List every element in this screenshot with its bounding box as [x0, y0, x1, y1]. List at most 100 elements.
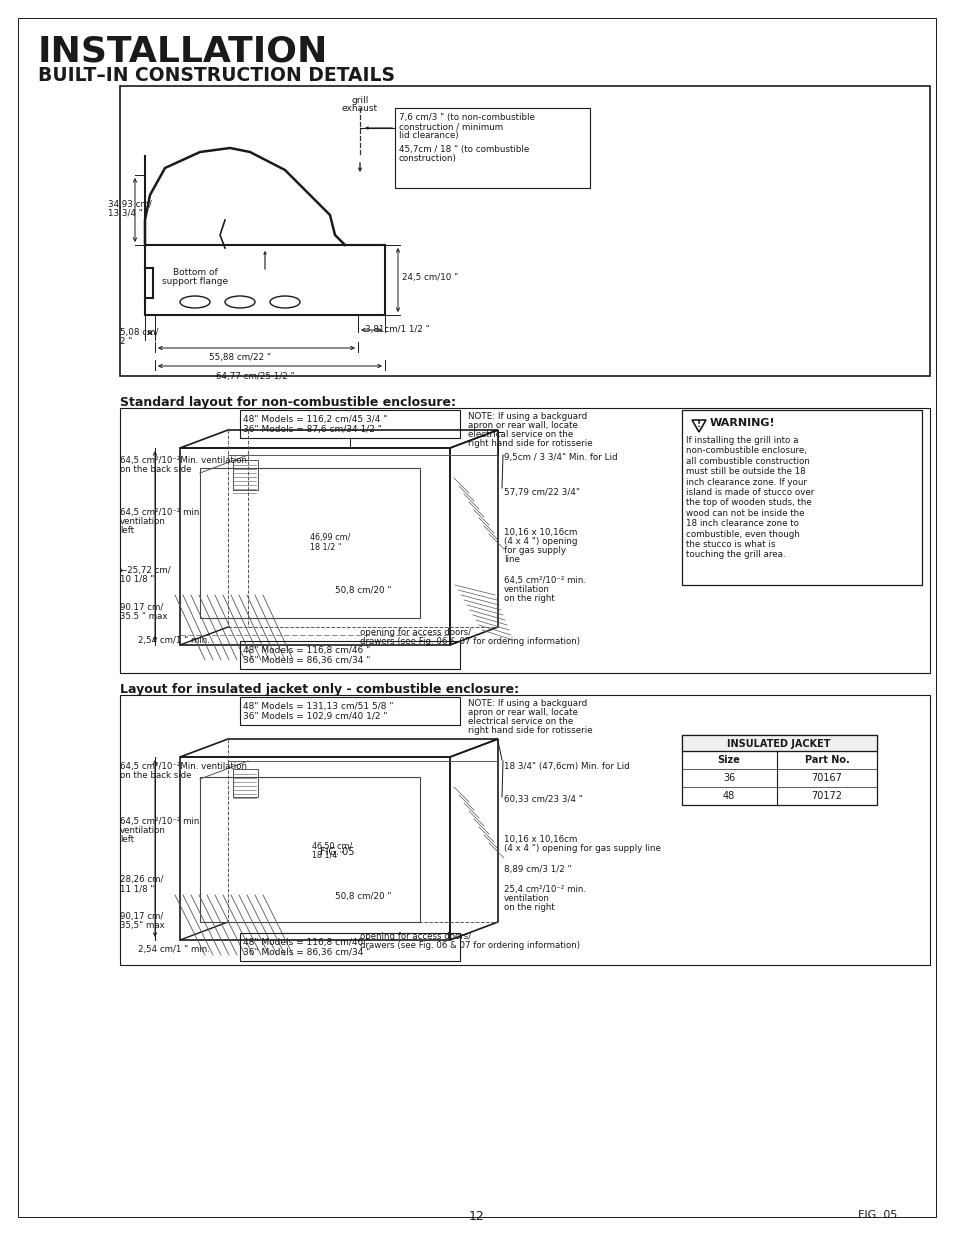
Text: 46,50 cm/: 46,50 cm/: [312, 842, 352, 851]
Text: INSULATED JACKET: INSULATED JACKET: [726, 739, 830, 748]
Text: 60,33 cm/23 3/4 ": 60,33 cm/23 3/4 ": [503, 795, 582, 804]
Text: (4 x 4 ") opening: (4 x 4 ") opening: [503, 537, 577, 546]
Text: lid clearance): lid clearance): [398, 131, 458, 140]
Text: Size: Size: [717, 755, 740, 764]
Bar: [681, 410, 921, 585]
Text: 34,93 cm/: 34,93 cm/: [108, 200, 152, 209]
Text: 18 1/4 ": 18 1/4 ": [312, 851, 343, 860]
Text: 18 3/4" (47,6cm) Min. for Lid: 18 3/4" (47,6cm) Min. for Lid: [503, 762, 629, 771]
Text: 48" Models = 131,13 cm/51 5/8 ": 48" Models = 131,13 cm/51 5/8 ": [243, 701, 393, 711]
Text: 13 3/4 ": 13 3/4 ": [108, 209, 143, 219]
Text: 18 1/2 ": 18 1/2 ": [310, 542, 341, 551]
Text: 46,99 cm/: 46,99 cm/: [310, 534, 350, 542]
Text: apron or rear wall, locate: apron or rear wall, locate: [468, 421, 578, 430]
Text: (4 x 4 ") opening for gas supply line: (4 x 4 ") opening for gas supply line: [503, 844, 660, 853]
Text: drawers (see Fig. 06 & 07 for ordering information): drawers (see Fig. 06 & 07 for ordering i…: [359, 941, 579, 950]
Text: ventilation: ventilation: [503, 585, 549, 594]
Text: 3,81cm/1 1/2 ": 3,81cm/1 1/2 ": [365, 325, 429, 333]
Text: 2 ": 2 ": [120, 337, 132, 346]
Bar: [681, 735, 876, 805]
Bar: [200, 468, 419, 618]
Text: BUILT–IN CONSTRUCTION DETAILS: BUILT–IN CONSTRUCTION DETAILS: [38, 65, 395, 85]
Bar: [395, 107, 589, 188]
Text: ←25,72 cm/: ←25,72 cm/: [120, 566, 171, 576]
Bar: [120, 86, 929, 375]
Text: 64,5 cm²/10⁻² min: 64,5 cm²/10⁻² min: [120, 508, 199, 517]
Bar: [120, 695, 929, 965]
Bar: [180, 757, 450, 940]
Text: on the back side: on the back side: [120, 771, 192, 781]
Text: 64,77 cm/25 1/2 ": 64,77 cm/25 1/2 ": [215, 372, 294, 382]
Text: exhaust: exhaust: [341, 104, 377, 112]
Text: 36" Models = 102,9 cm/40 1/2 ": 36" Models = 102,9 cm/40 1/2 ": [243, 713, 387, 721]
Text: 10,16 x 10,16cm: 10,16 x 10,16cm: [503, 529, 577, 537]
Text: 5,08 cm/: 5,08 cm/: [120, 329, 158, 337]
Text: 64,5 cm²/10⁻² min: 64,5 cm²/10⁻² min: [120, 818, 199, 826]
Text: 12: 12: [469, 1210, 484, 1223]
Text: ventilation: ventilation: [120, 826, 166, 835]
Text: 10 1/8 ": 10 1/8 ": [120, 576, 154, 584]
Text: 64,5 cm²/10⁻² min.: 64,5 cm²/10⁻² min.: [503, 576, 585, 585]
Text: Bottom of: Bottom of: [172, 268, 217, 277]
Text: INSTALLATION: INSTALLATION: [38, 35, 328, 68]
Text: 48" Models = 116,8 cm/46 ": 48" Models = 116,8 cm/46 ": [243, 939, 370, 947]
Bar: [120, 408, 929, 673]
Text: !: !: [697, 420, 700, 429]
Text: grill: grill: [351, 96, 368, 105]
Text: 64,5 cm²/10⁻²Min. ventilation: 64,5 cm²/10⁻²Min. ventilation: [120, 762, 247, 771]
Text: right hand side for rotisserie: right hand side for rotisserie: [468, 438, 592, 448]
Text: 48" Models = 116,2 cm/45 3/4 ": 48" Models = 116,2 cm/45 3/4 ": [243, 415, 387, 424]
Text: 35,5" max: 35,5" max: [120, 921, 165, 930]
Text: 35.5 " max: 35.5 " max: [120, 613, 168, 621]
Text: 45,7cm / 18 " (to combustible: 45,7cm / 18 " (to combustible: [398, 144, 529, 154]
Text: FIG. 05: FIG. 05: [857, 1210, 897, 1220]
Bar: [233, 769, 257, 797]
Text: construction / minimum: construction / minimum: [398, 122, 502, 131]
Text: 90,17 cm/: 90,17 cm/: [120, 911, 163, 921]
Text: 36" Models = 86,36 cm/34 ": 36" Models = 86,36 cm/34 ": [243, 948, 370, 957]
Bar: [681, 735, 876, 751]
Text: 64,5 cm²/10⁻²Min. ventilation: 64,5 cm²/10⁻²Min. ventilation: [120, 456, 247, 466]
Text: 2,54 cm/1 " min.: 2,54 cm/1 " min.: [138, 636, 210, 645]
Text: 57,79 cm/22 3/4": 57,79 cm/22 3/4": [503, 488, 579, 496]
Text: 36" Models = 87,6 cm/34 1/2 ": 36" Models = 87,6 cm/34 1/2 ": [243, 425, 381, 433]
Bar: [180, 448, 450, 645]
Text: right hand side for rotisserie: right hand side for rotisserie: [468, 726, 592, 735]
Bar: [240, 641, 459, 669]
Text: on the right: on the right: [503, 594, 554, 603]
Text: 28,26 cm/: 28,26 cm/: [120, 876, 163, 884]
Text: ventilation: ventilation: [120, 517, 166, 526]
Bar: [240, 410, 459, 438]
Text: 70172: 70172: [811, 790, 841, 802]
Text: 24,5 cm/10 ": 24,5 cm/10 ": [401, 273, 457, 282]
Text: 48: 48: [722, 790, 735, 802]
Text: NOTE: If using a backguard: NOTE: If using a backguard: [468, 412, 587, 421]
Text: 10,16 x 10,16cm: 10,16 x 10,16cm: [503, 835, 577, 844]
Text: WARNING!: WARNING!: [709, 417, 775, 429]
Text: line: line: [503, 555, 519, 564]
Text: drawers (see Fig. 06 & 07 for ordering information): drawers (see Fig. 06 & 07 for ordering i…: [359, 637, 579, 646]
Text: 8,89 cm/3 1/2 ": 8,89 cm/3 1/2 ": [503, 864, 571, 874]
Text: 50,8 cm/20 ": 50,8 cm/20 ": [335, 892, 391, 902]
Text: construction): construction): [398, 154, 456, 163]
Text: NOTE: If using a backguard: NOTE: If using a backguard: [468, 699, 587, 708]
Text: support flange: support flange: [162, 277, 228, 287]
Bar: [240, 697, 459, 725]
Text: If installing the grill into a
non-combustible enclosure,
all combustible constr: If installing the grill into a non-combu…: [685, 436, 814, 559]
Text: Standard layout for non-combustible enclosure:: Standard layout for non-combustible encl…: [120, 396, 456, 409]
Text: for gas supply: for gas supply: [503, 546, 565, 555]
Bar: [200, 777, 419, 923]
Text: ventilation: ventilation: [503, 894, 549, 903]
Text: 90.17 cm/: 90.17 cm/: [120, 603, 163, 613]
Bar: [240, 932, 459, 961]
Text: 2,54 cm/1 " min.: 2,54 cm/1 " min.: [138, 945, 210, 953]
Text: 11 1/8 ": 11 1/8 ": [120, 884, 154, 893]
Text: 9,5cm / 3 3/4" Min. for Lid: 9,5cm / 3 3/4" Min. for Lid: [503, 453, 617, 462]
Bar: [233, 459, 257, 490]
Text: electrical service on the: electrical service on the: [468, 718, 573, 726]
Text: on the right: on the right: [503, 903, 554, 911]
Text: FIG. 05: FIG. 05: [319, 847, 355, 857]
Text: 36" Models = 86,36 cm/34 ": 36" Models = 86,36 cm/34 ": [243, 656, 370, 664]
Text: 25,4 cm²/10⁻² min.: 25,4 cm²/10⁻² min.: [503, 885, 585, 894]
Text: left: left: [120, 835, 134, 844]
